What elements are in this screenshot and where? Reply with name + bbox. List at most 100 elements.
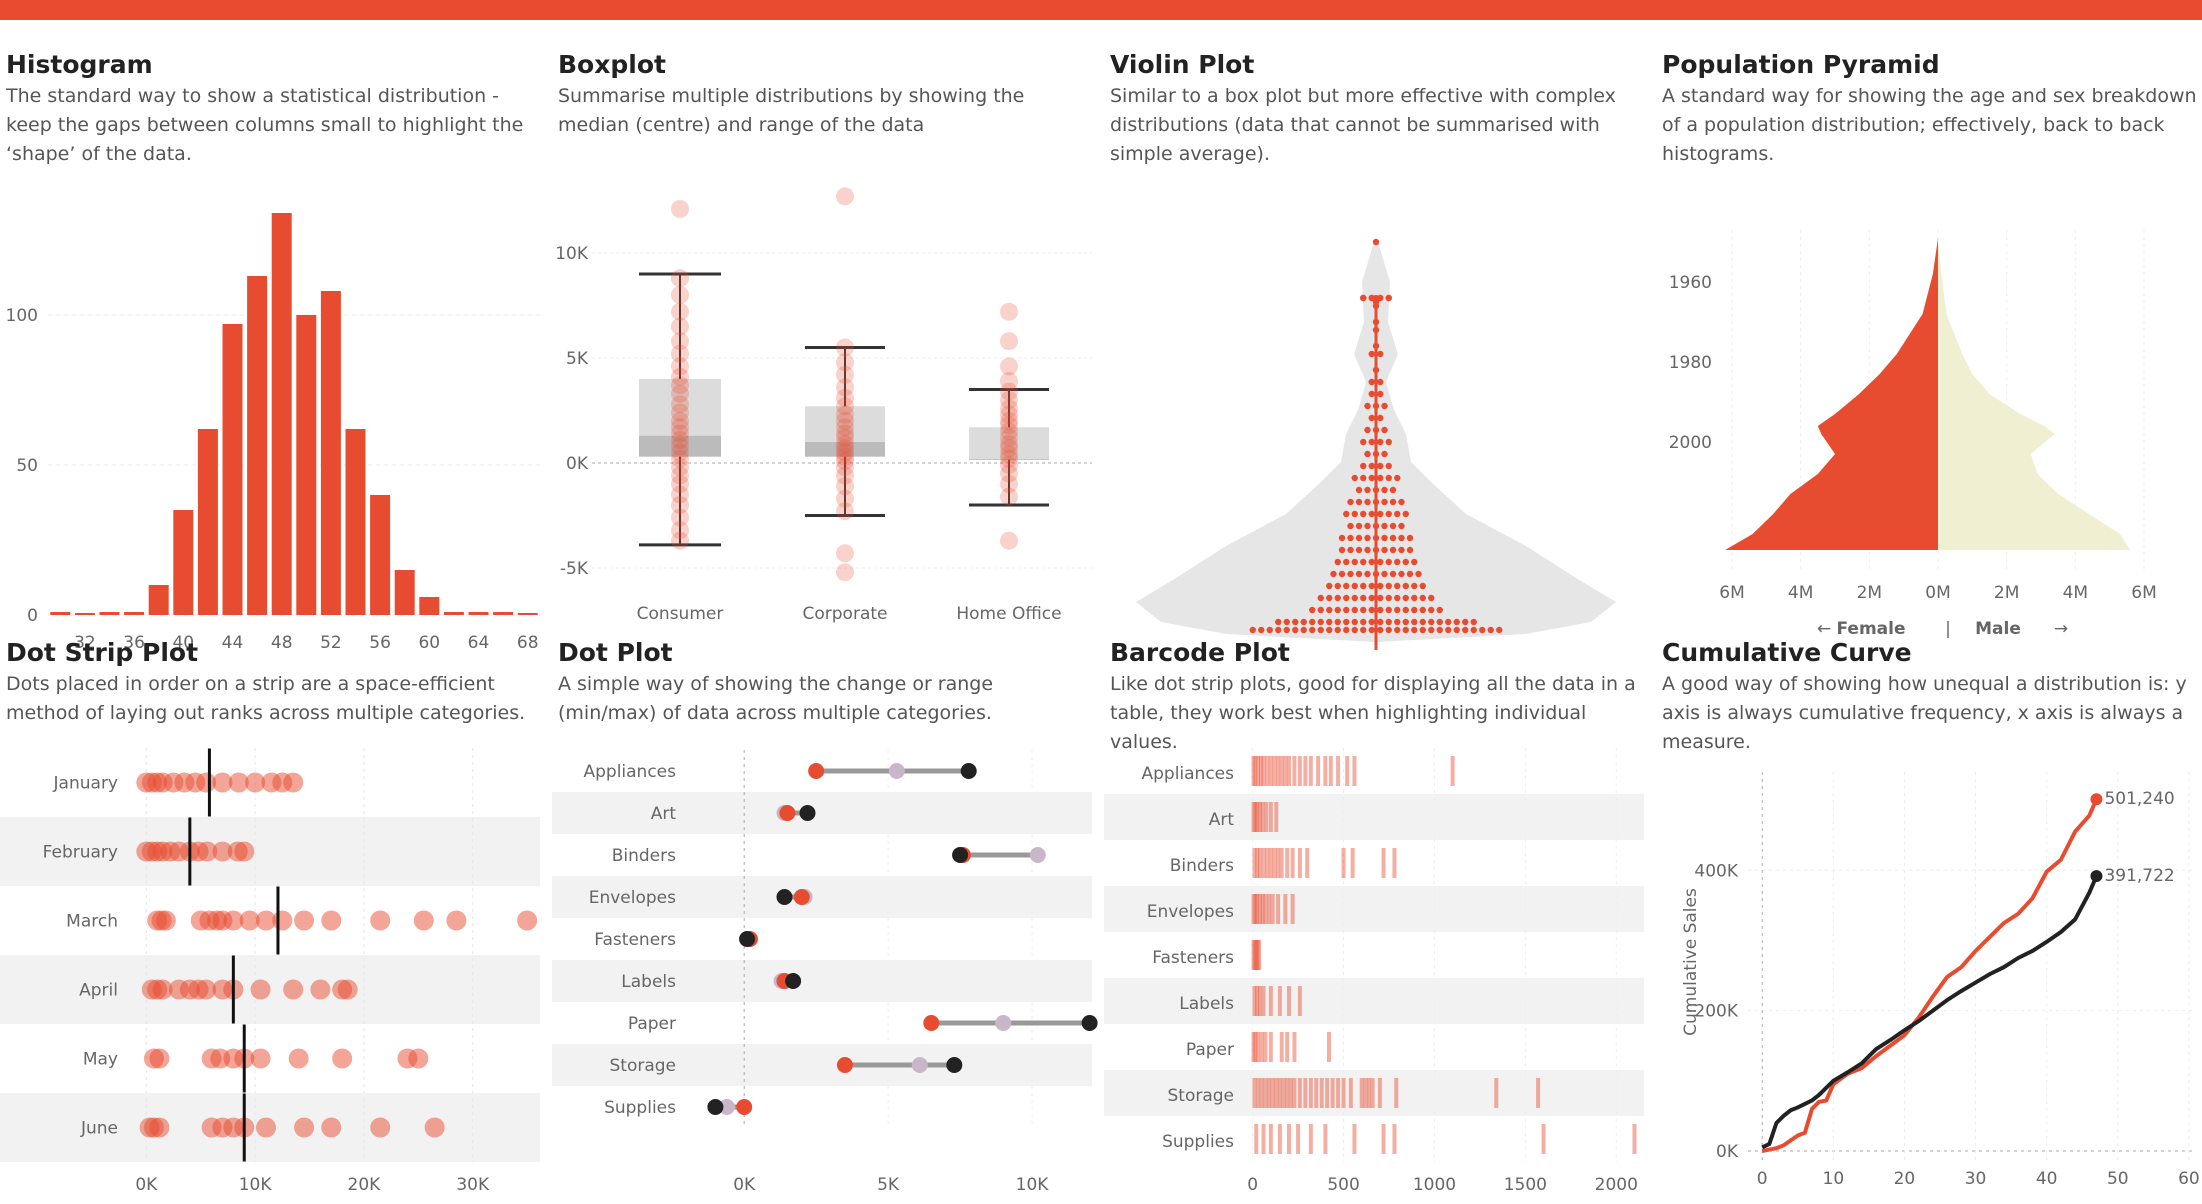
box-point	[836, 502, 854, 521]
barcode-mark	[1323, 1124, 1328, 1154]
barcode-mark	[1257, 986, 1262, 1016]
barcode-mark	[1323, 756, 1328, 786]
row-label: Labels	[1179, 994, 1234, 1014]
violin-dot	[1347, 546, 1354, 554]
violin-dot	[1343, 558, 1350, 566]
violin-dot	[1381, 498, 1388, 506]
barcode-mark	[1290, 894, 1295, 924]
end-value-label: 501,240	[2104, 789, 2174, 809]
violin-dot	[1436, 606, 1443, 614]
violin-dot	[1394, 594, 1401, 602]
strip-dot	[310, 979, 331, 1000]
x-tick-label: 5K	[877, 1175, 900, 1195]
violin-dot	[1355, 570, 1363, 578]
barcode-mark	[1450, 756, 1455, 786]
violin-dot	[1470, 618, 1477, 626]
box-point	[671, 521, 689, 540]
cumulative-line	[1761, 798, 2099, 1153]
y-tick-label: 200K	[1694, 1002, 1738, 1022]
violin-dot	[1402, 510, 1409, 518]
box-point	[836, 397, 854, 416]
violin-dot	[1398, 522, 1405, 530]
row-label: Envelopes	[1147, 902, 1234, 922]
box-point	[671, 531, 689, 550]
row-label: Labels	[621, 972, 676, 992]
violin-dot	[1364, 498, 1371, 506]
y-tick-label: 2000	[1669, 433, 1712, 453]
violin-dot	[1355, 498, 1363, 506]
violin-dot	[1411, 606, 1418, 614]
y-tick-label: 0K	[1716, 1142, 1739, 1162]
barcode-mark	[1292, 1078, 1297, 1108]
dot-marker	[1029, 847, 1046, 863]
box-point	[671, 269, 689, 288]
panel-description: A standard way for showing the age and s…	[1662, 85, 2197, 165]
violin-dot	[1385, 510, 1392, 518]
violin-dot	[1372, 366, 1380, 374]
box-point	[836, 424, 854, 443]
violin-dot	[1411, 618, 1418, 626]
panel-description: A simple way of showing the change or ra…	[558, 673, 994, 724]
barcode-mark	[1277, 1124, 1282, 1154]
strip-dot	[321, 1117, 342, 1138]
violin-dot	[1360, 438, 1367, 446]
violin-dot	[1266, 626, 1273, 634]
histogram-bar	[247, 276, 268, 615]
dot-marker	[739, 931, 756, 947]
barcode-mark	[1394, 1078, 1399, 1108]
box-point	[836, 477, 854, 496]
barcode-mark	[1251, 894, 1256, 924]
violin-dot	[1364, 546, 1371, 554]
x-tick-label: 60	[418, 633, 440, 653]
strip-dot	[283, 979, 304, 1000]
box-point	[671, 317, 689, 336]
barcode-mark	[1251, 940, 1256, 970]
box-point	[671, 424, 689, 443]
violin-dot	[1436, 618, 1443, 626]
violin-dot	[1411, 558, 1418, 566]
row-label: Fasteners	[1152, 948, 1234, 968]
violin-dot	[1470, 626, 1477, 634]
barcode-mark	[1268, 756, 1273, 786]
x-tick-label: 20	[1894, 1169, 1916, 1189]
box-point	[671, 475, 689, 493]
barcode-mark	[1270, 1078, 1275, 1108]
barcode-mark	[1494, 1078, 1499, 1108]
violin-dot	[1326, 594, 1333, 602]
violin-dot	[1428, 618, 1435, 626]
barcode-mark	[1541, 1124, 1546, 1154]
violin-dot	[1368, 606, 1375, 614]
y-tick-label: 5K	[566, 349, 589, 369]
dot-marker	[707, 1099, 724, 1115]
barcode-mark	[1261, 756, 1266, 786]
x-tick-label: 30K	[456, 1175, 490, 1195]
violin-dot	[1334, 582, 1341, 590]
violin-dot	[1258, 626, 1265, 634]
violin-dot	[1377, 626, 1384, 634]
x-tick-label: 6M	[1719, 583, 1744, 603]
violin-dot	[1364, 534, 1371, 542]
row-band	[552, 876, 1092, 918]
barcode-mark	[1350, 848, 1355, 878]
violin-dot	[1275, 618, 1282, 626]
barcode-mark	[1265, 756, 1270, 786]
box-upper	[639, 379, 721, 436]
strip-dot	[294, 910, 315, 931]
strip-dot	[152, 979, 173, 1000]
barcode-mark	[1272, 848, 1277, 878]
box-point	[1000, 449, 1018, 468]
strip-dot	[408, 1048, 429, 1069]
panel-title: Dot Strip Plot	[6, 638, 199, 667]
violin-dot	[1394, 558, 1401, 566]
violin-dot	[1326, 626, 1333, 634]
violin-dot	[1309, 626, 1316, 634]
barcode-mark	[1253, 802, 1258, 832]
violin-dot	[1389, 522, 1397, 530]
histogram-chart: 0 50 100 32 36 40 44 48 52 56 60 64 68	[6, 213, 540, 653]
panel-description: A good way of showing how unequal a dist…	[1662, 673, 2187, 753]
violin-dot	[1487, 626, 1494, 634]
barcode-mark	[1348, 1078, 1353, 1108]
box-point	[1000, 456, 1018, 475]
panel-description: Like dot strip plots, good for displayin…	[1110, 673, 1636, 753]
barcode-mark	[1352, 756, 1357, 786]
